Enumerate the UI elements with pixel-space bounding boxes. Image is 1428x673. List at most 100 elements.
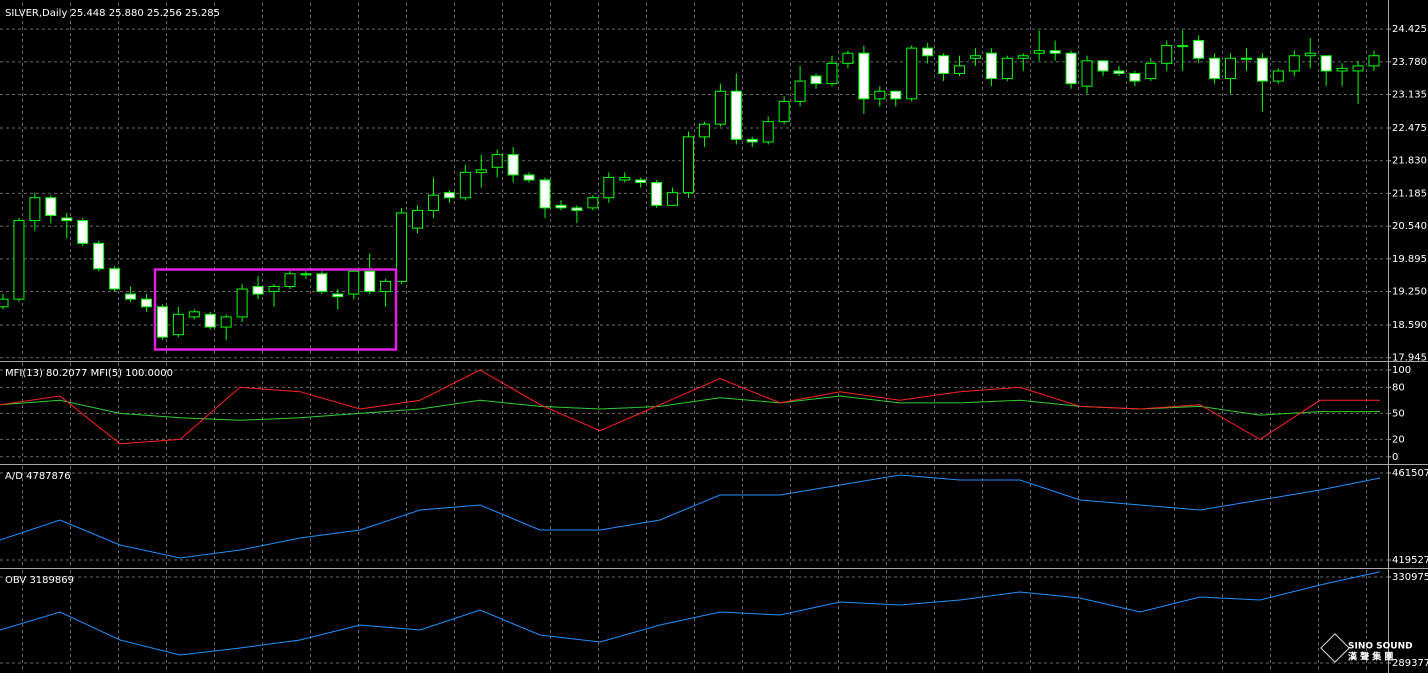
logo-subtitle: 漢 聲 集 團: [1348, 651, 1393, 663]
candle-body: [507, 154, 519, 176]
candle-body: [810, 75, 822, 85]
y-tick-label: 3309757: [1392, 572, 1428, 583]
candle-body: [1256, 57, 1268, 82]
y-tick-label: 0: [1392, 452, 1398, 463]
y-tick-label: 18.590: [1392, 320, 1427, 331]
candle-body: [1097, 60, 1109, 72]
candle-body: [969, 55, 981, 59]
candle-body: [252, 285, 264, 295]
candle-body: [411, 209, 423, 229]
marks: [0, 30, 1381, 656]
candle-body: [300, 273, 312, 276]
candle-body: [140, 298, 152, 308]
candle-body: [1145, 62, 1157, 80]
y-tick-label: 80: [1392, 382, 1405, 393]
candle-body: [922, 47, 934, 57]
candle-body: [332, 293, 344, 298]
candle-body: [1225, 57, 1237, 80]
logo: SINO SOUND 漢 聲 集 團: [1320, 633, 1413, 663]
candle-body: [1161, 45, 1173, 64]
candle-body: [826, 62, 838, 85]
candle-body: [778, 100, 790, 123]
candle-body: [1209, 57, 1221, 80]
candle-body: [1288, 55, 1300, 72]
candle-body: [427, 194, 439, 211]
candle-body: [858, 52, 870, 100]
grid: [0, 3, 1391, 670]
candle-body: [539, 179, 551, 209]
y-tick-label: 21.830: [1392, 156, 1427, 167]
candle-body: [1065, 52, 1077, 85]
indicator-line: [0, 369, 1380, 445]
y-tick-label: 20.540: [1392, 221, 1427, 232]
logo-icon: [1320, 633, 1350, 663]
candle-body: [619, 176, 631, 181]
candle-body: [77, 220, 89, 244]
candle-body: [1304, 52, 1316, 57]
candle-body: [1352, 65, 1364, 72]
y-tick-label: 22.475: [1392, 123, 1427, 134]
candle-body: [204, 313, 216, 328]
candle-body: [45, 197, 57, 216]
candle-body: [874, 90, 886, 100]
candle-body: [571, 207, 583, 211]
y-tick-label: 19.250: [1392, 287, 1427, 298]
y-tick-label: 4615072: [1392, 468, 1428, 479]
candle-body: [1081, 60, 1093, 87]
candle-body: [491, 154, 503, 168]
candle-body: [1129, 72, 1141, 82]
candle-body: [156, 306, 168, 338]
panel-title: SILVER,Daily 25.448 25.880 25.256 25.285: [5, 8, 220, 19]
candle-body: [555, 204, 567, 209]
y-tick-label: 19.895: [1392, 254, 1427, 265]
candle-body: [443, 192, 455, 199]
candle-body: [1193, 40, 1205, 59]
candle-body: [268, 285, 280, 293]
indicator-line: [0, 474, 1381, 559]
candle-body: [13, 220, 25, 300]
candle-body: [236, 288, 248, 318]
candle-body: [651, 182, 663, 206]
candle-body: [396, 212, 408, 282]
candle-body: [0, 298, 9, 308]
indicator-line: [0, 571, 1381, 656]
candle-body: [348, 270, 360, 295]
panel-title: MFI(13) 80.2077 MFI(5) 100.0000: [5, 368, 173, 379]
candle-body: [316, 273, 328, 293]
candle-body: [587, 197, 599, 209]
candle-body: [93, 242, 105, 270]
candle-body: [762, 121, 774, 143]
y-tick-label: 23.135: [1392, 90, 1427, 101]
candle-body: [890, 90, 902, 100]
candle-body: [1320, 55, 1332, 72]
y-tick-label: 100: [1392, 365, 1411, 376]
candle-body: [603, 176, 615, 199]
highlight-box: [153, 268, 398, 351]
candle-body: [906, 47, 918, 100]
y-tick-label: 4195270: [1392, 555, 1428, 566]
y-tick-label: 17.945: [1392, 353, 1427, 364]
candle-body: [714, 90, 726, 125]
candle-body: [746, 138, 758, 143]
candle-body: [220, 316, 232, 328]
candle-body: [188, 311, 200, 318]
candle-body: [1033, 50, 1045, 54]
candle-body: [364, 270, 376, 293]
candle-body: [61, 217, 73, 222]
candle-body: [635, 179, 647, 184]
candle-body: [1368, 55, 1380, 67]
y-tick-label: 21.185: [1392, 188, 1427, 199]
panel-title: A/D 4787876: [5, 471, 71, 482]
candle-body: [125, 293, 137, 300]
candle-body: [842, 52, 854, 64]
candle-body: [284, 273, 296, 287]
candle-body: [475, 169, 487, 173]
candle-body: [380, 280, 392, 293]
candle-body: [1336, 67, 1348, 72]
candle-body: [730, 90, 742, 140]
candle-body: [1272, 70, 1284, 82]
candle-body: [523, 174, 535, 181]
y-tick-label: 23.780: [1392, 57, 1427, 68]
candle-body: [954, 65, 966, 74]
y-tick-label: 50: [1392, 408, 1405, 419]
